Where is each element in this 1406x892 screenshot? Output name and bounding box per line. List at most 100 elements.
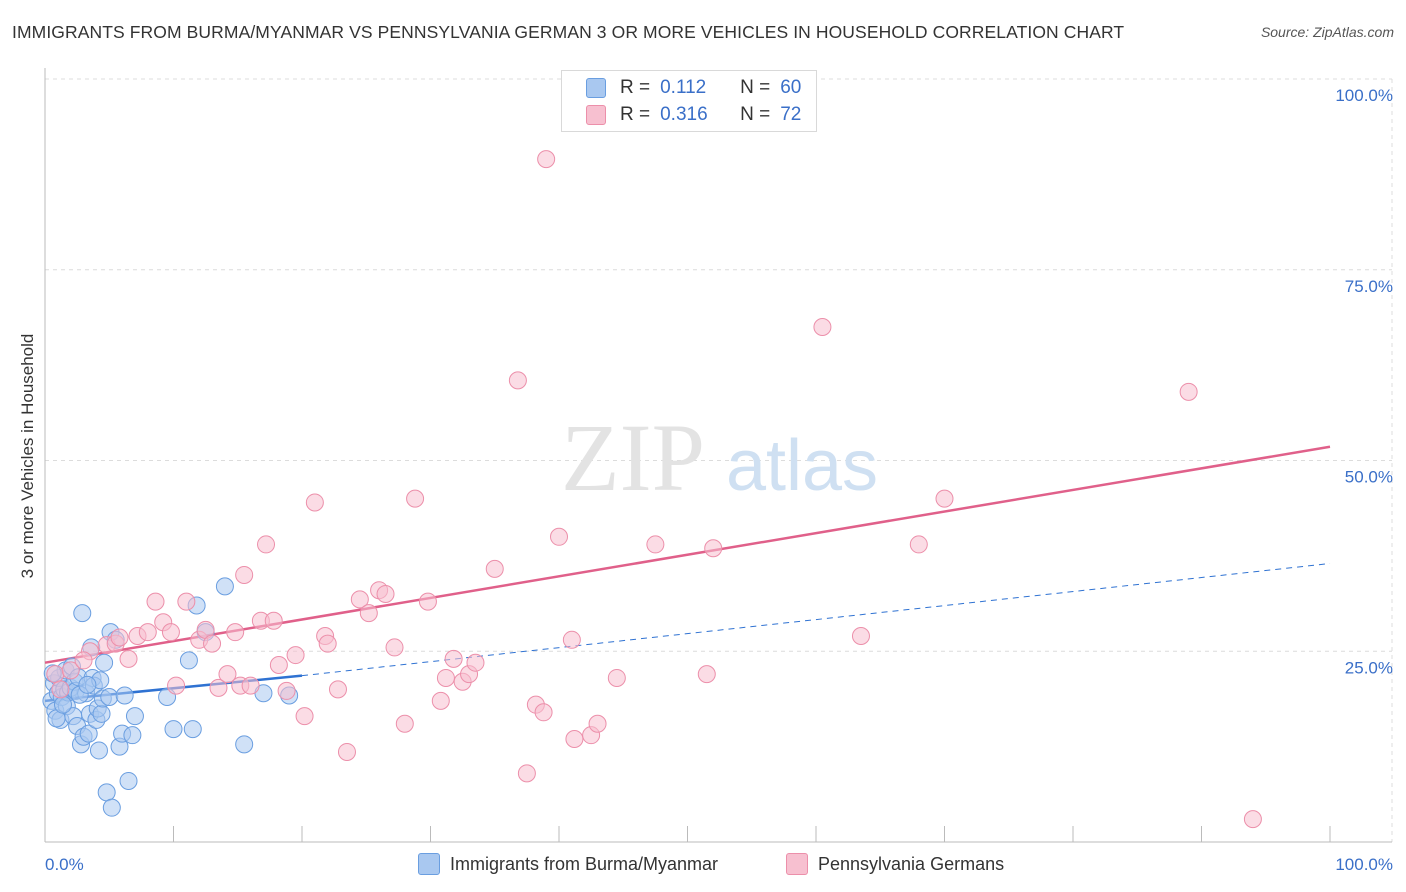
point-burma (123, 726, 142, 745)
point-pagerman (607, 668, 626, 687)
y-tick-label: 100.0% (1335, 86, 1393, 105)
bottom-legend-label-pagerman: Pennsylvania Germans (818, 853, 1005, 874)
x-tick-label-min: 0.0% (45, 855, 84, 874)
point-pagerman (466, 653, 485, 672)
point-pagerman (359, 604, 378, 623)
point-pagerman (269, 655, 288, 674)
watermark-zip: ZIP (561, 404, 705, 511)
point-burma (79, 724, 98, 743)
legend-n-label: N = (740, 104, 771, 125)
point-pagerman (235, 565, 254, 584)
point-burma (164, 720, 183, 739)
point-pagerman (177, 592, 196, 611)
point-pagerman (376, 585, 395, 604)
point-burma (215, 577, 234, 596)
point-pagerman (813, 317, 832, 336)
data-points (42, 150, 1262, 829)
point-pagerman (318, 634, 337, 653)
watermark: ZIP atlas (561, 404, 878, 511)
point-pagerman (218, 665, 237, 684)
point-burma (78, 675, 97, 694)
grid-lines (45, 78, 1393, 842)
point-burma (53, 695, 72, 714)
bottom-legend-swatch-burma (418, 853, 440, 875)
point-pagerman (909, 535, 928, 554)
point-pagerman (51, 680, 70, 699)
point-burma (73, 604, 92, 623)
point-pagerman (385, 638, 404, 657)
point-pagerman (119, 649, 138, 668)
point-pagerman (485, 559, 504, 578)
point-burma (89, 741, 108, 760)
point-pagerman (704, 539, 723, 558)
point-pagerman (646, 535, 665, 554)
point-burma (119, 771, 138, 790)
legend-swatch-burma (586, 78, 606, 98)
point-pagerman (565, 729, 584, 748)
point-pagerman (61, 661, 80, 680)
point-pagerman (286, 646, 305, 665)
point-burma (115, 686, 134, 705)
point-burma (235, 735, 254, 754)
point-burma (92, 704, 111, 723)
y-tick-label: 75.0% (1345, 277, 1393, 296)
y-tick-label: 25.0% (1345, 658, 1393, 677)
legend-r-value: 0.112 (660, 77, 707, 98)
point-burma (125, 707, 144, 726)
bottom-legend-pagerman: Pennsylvania Germans (786, 851, 1004, 877)
chart-title: IMMIGRANTS FROM BURMA/MYANMAR VS PENNSYL… (12, 22, 1125, 42)
point-pagerman (418, 592, 437, 611)
point-pagerman (203, 634, 222, 653)
point-burma (179, 651, 198, 670)
point-pagerman (395, 714, 414, 733)
point-pagerman (562, 630, 581, 649)
legend-r-label: R = (620, 104, 651, 125)
source-label: Source: ZipAtlas.com (1260, 24, 1394, 40)
point-pagerman (161, 623, 180, 642)
point-pagerman (444, 649, 463, 668)
legend-swatch-pagerman (586, 105, 606, 125)
point-pagerman (588, 714, 607, 733)
bottom-legend-swatch-pagerman (786, 853, 808, 875)
point-pagerman (277, 681, 296, 700)
point-pagerman (295, 707, 314, 726)
point-pagerman (508, 371, 527, 390)
point-pagerman (534, 703, 553, 722)
y-tick-label: 50.0% (1345, 468, 1393, 487)
point-pagerman (110, 628, 129, 647)
point-pagerman (257, 535, 276, 554)
point-pagerman (337, 742, 356, 761)
point-pagerman (431, 691, 450, 710)
x-tick-label-max: 100.0% (1335, 855, 1393, 874)
point-pagerman (1179, 382, 1198, 401)
point-pagerman (226, 623, 245, 642)
point-pagerman (146, 592, 165, 611)
stats-legend: R = 0.112 N = 60 R = 0.316 N = 72 (561, 70, 817, 132)
point-pagerman (264, 611, 283, 630)
point-pagerman (138, 623, 157, 642)
legend-r-value: 0.316 (660, 104, 708, 125)
legend-row-burma: R = 0.112 N = 60 (586, 75, 802, 101)
watermark-atlas: atlas (726, 426, 878, 506)
trend-line-burma-extended (301, 563, 1331, 677)
point-burma (102, 798, 121, 817)
axes (44, 68, 1392, 843)
y-axis-label: 3 or more Vehicles in Household (18, 333, 37, 579)
point-pagerman (209, 678, 228, 697)
point-pagerman (436, 668, 455, 687)
point-pagerman (241, 676, 260, 695)
point-pagerman (74, 651, 93, 670)
legend-r-label: R = (620, 77, 651, 98)
point-pagerman (935, 489, 954, 508)
bottom-legend-label-burma: Immigrants from Burma/Myanmar (450, 853, 719, 874)
point-pagerman (517, 764, 536, 783)
point-pagerman (1243, 810, 1262, 829)
bottom-legend-burma: Immigrants from Burma/Myanmar (418, 851, 718, 877)
tick-labels: 25.0% 50.0% 75.0% 100.0% 0.0% 100.0% (45, 86, 1393, 874)
legend-n-label: N = (740, 77, 771, 98)
legend-n-value: 60 (780, 77, 802, 98)
point-pagerman (697, 665, 716, 684)
point-pagerman (406, 489, 425, 508)
legend-row-pagerman: R = 0.316 N = 72 (586, 102, 801, 128)
